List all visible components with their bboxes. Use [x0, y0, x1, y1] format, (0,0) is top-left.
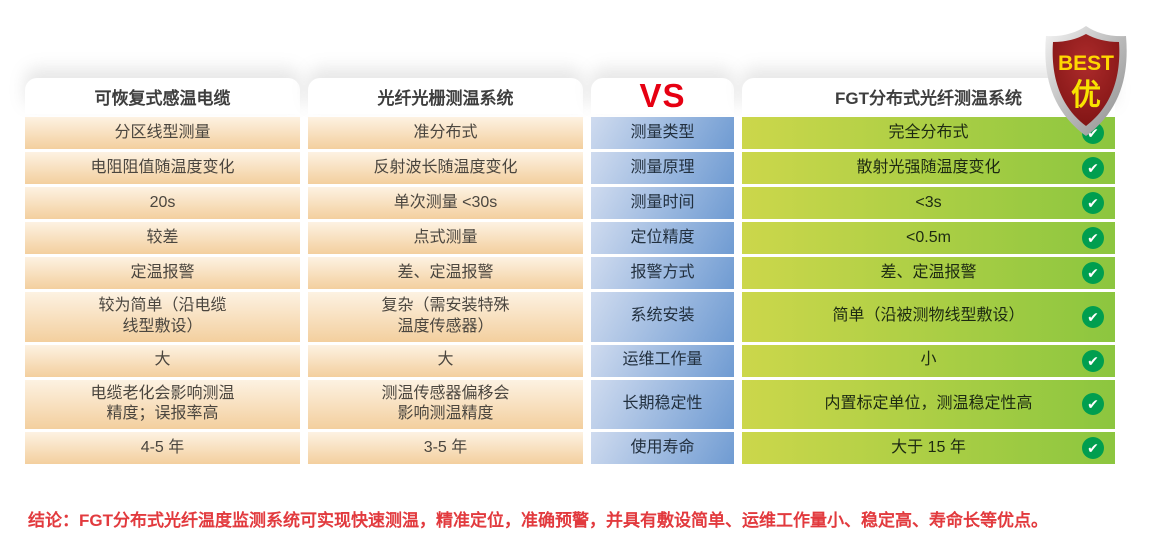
row-6-fgt-value-text: 小 — [920, 351, 937, 369]
row-4-recoverable-cable-value-text: 定温报警 — [130, 263, 195, 281]
header-vs: VS — [591, 77, 734, 114]
row-7-fgt-value-text: 内置标定单位，测温稳定性高 — [824, 394, 1033, 412]
best-badge: BEST 优 — [1045, 26, 1127, 136]
row-5-criterion-label-text: 系统安装 — [630, 307, 695, 325]
row-1-recoverable-cable-value-text: 电阻阻值随温度变化 — [90, 158, 235, 176]
badge-shield — [1052, 34, 1120, 126]
row-8-recoverable-cable-value-text: 4-5 年 — [140, 438, 185, 456]
check-icon: ✔ — [1082, 349, 1104, 372]
row-2-fgt-value: <3s ✔ — [742, 187, 1115, 219]
row-3-fiber-grating-value: 点式测量 — [308, 222, 583, 254]
row-8-criterion-label-text: 使用寿命 — [630, 438, 695, 456]
row-4-fgt-value: 差、定温报警 ✔ — [742, 257, 1115, 289]
row-5-recoverable-cable-value: 较为简单（沿电缆 线型敷设） — [25, 292, 300, 342]
row-1-criterion-label: 测量原理 — [591, 152, 734, 184]
row-0-fgt-value: 完全分布式 ✔ — [742, 117, 1115, 149]
row-1-fiber-grating-value: 反射波长随温度变化 — [308, 152, 583, 184]
row-3-fiber-grating-value-text: 点式测量 — [413, 228, 478, 246]
badge-best-label: BEST — [1058, 52, 1114, 75]
row-0-fgt-value-text: 完全分布式 — [888, 123, 969, 141]
row-5-fgt-value-text: 简单（沿被测物线型敷设） — [832, 307, 1025, 325]
row-8-recoverable-cable-value: 4-5 年 — [25, 432, 300, 465]
row-0-criterion-label-text: 测量类型 — [630, 123, 695, 141]
row-3-fgt-value: <0.5m ✔ — [742, 222, 1115, 254]
conclusion-text: 结论：FGT分布式光纤温度监测系统可实现快速测温，精准定位，准确预警，并具有敷设… — [28, 511, 1048, 530]
row-6-criterion-label-text: 运维工作量 — [622, 351, 703, 369]
row-2-fiber-grating-value: 单次测量 <30s — [308, 187, 583, 219]
row-5-fiber-grating-value-text: 复杂（需安装特殊 温度传感器） — [381, 297, 510, 335]
row-5-fiber-grating-value: 复杂（需安装特殊 温度传感器） — [308, 292, 583, 342]
header-fiber-grating-label: 光纤光栅测温系统 — [377, 88, 514, 108]
row-2-criterion-label: 测量时间 — [591, 187, 734, 219]
row-8-fgt-value-text: 大于 15 年 — [891, 438, 966, 456]
row-1-fiber-grating-value-text: 反射波长随温度变化 — [373, 158, 518, 176]
row-2-criterion-label-text: 测量时间 — [630, 193, 695, 211]
check-icon: ✔ — [1082, 437, 1104, 460]
row-0-fiber-grating-value: 准分布式 — [308, 117, 583, 149]
row-5-criterion-label: 系统安装 — [591, 292, 734, 342]
check-icon: ✔ — [1082, 393, 1104, 416]
row-0-recoverable-cable-value-text: 分区线型测量 — [114, 123, 211, 141]
row-4-fiber-grating-value: 差、定温报警 — [308, 257, 583, 289]
row-1-fgt-value: 散射光强随温度变化 ✔ — [742, 152, 1115, 184]
header-recoverable-cable-label: 可恢复式感温电缆 — [94, 88, 231, 108]
row-7-fiber-grating-value: 测温传感器偏移会 影响测温精度 — [308, 379, 583, 430]
row-7-recoverable-cable-value-text: 电缆老化会影响测温 精度；误报率高 — [90, 384, 235, 423]
header-fgt-system-label: FGT分布式光纤测温系统 — [835, 88, 1022, 108]
row-7-fiber-grating-value-text: 测温传感器偏移会 影响测温精度 — [381, 384, 510, 423]
row-6-recoverable-cable-value-text: 大 — [154, 351, 171, 369]
row-6-fiber-grating-value-text: 大 — [437, 351, 454, 369]
row-6-criterion-label: 运维工作量 — [591, 344, 734, 377]
row-4-fgt-value-text: 差、定温报警 — [880, 263, 977, 281]
row-2-recoverable-cable-value-text: 20s — [149, 193, 176, 211]
row-7-criterion-label: 长期稳定性 — [591, 379, 734, 430]
row-3-fgt-value-text: <0.5m — [906, 228, 951, 246]
check-icon: ✔ — [1082, 157, 1104, 179]
row-3-criterion-label: 定位精度 — [591, 222, 734, 254]
row-4-recoverable-cable-value: 定温报警 — [25, 257, 300, 289]
row-4-criterion-label: 报警方式 — [591, 257, 734, 289]
row-8-fiber-grating-value: 3-5 年 — [308, 432, 583, 465]
row-5-fgt-value: 简单（沿被测物线型敷设） ✔ — [742, 292, 1115, 342]
header-fiber-grating: 光纤光栅测温系统 — [308, 78, 583, 114]
row-8-fgt-value: 大于 15 年 ✔ — [742, 432, 1115, 465]
check-icon: ✔ — [1082, 262, 1104, 284]
check-icon: ✔ — [1082, 192, 1104, 214]
comparison-table: 可恢复式感温电缆 光纤光栅测温系统 VS FGT分布式光纤测温系统 分区线型测量… — [25, 77, 1115, 465]
row-7-criterion-label-text: 长期稳定性 — [622, 394, 703, 412]
row-6-fiber-grating-value: 大 — [308, 344, 583, 377]
check-icon: ✔ — [1082, 227, 1104, 249]
row-3-recoverable-cable-value-text: 较差 — [146, 228, 179, 246]
row-6-fgt-value: 小 ✔ — [742, 344, 1115, 377]
row-3-recoverable-cable-value: 较差 — [25, 222, 300, 254]
row-4-criterion-label-text: 报警方式 — [630, 263, 695, 281]
row-8-criterion-label: 使用寿命 — [591, 432, 734, 465]
row-2-recoverable-cable-value: 20s — [25, 187, 300, 219]
row-3-criterion-label-text: 定位精度 — [630, 228, 695, 246]
row-0-fiber-grating-value-text: 准分布式 — [413, 123, 478, 141]
row-7-fgt-value: 内置标定单位，测温稳定性高 ✔ — [742, 379, 1115, 430]
header-recoverable-cable: 可恢复式感温电缆 — [25, 78, 300, 114]
row-6-recoverable-cable-value: 大 — [25, 344, 300, 377]
row-4-fiber-grating-value-text: 差、定温报警 — [397, 263, 494, 281]
row-8-fiber-grating-value-text: 3-5 年 — [423, 438, 468, 456]
vs-label: VS — [639, 77, 686, 114]
row-1-criterion-label-text: 测量原理 — [630, 158, 695, 176]
row-5-recoverable-cable-value-text: 较为简单（沿电缆 线型敷设） — [98, 297, 227, 335]
row-0-recoverable-cable-value: 分区线型测量 — [25, 117, 300, 149]
badge-you-label: 优 — [1071, 79, 1101, 112]
row-2-fgt-value-text: <3s — [915, 193, 942, 211]
row-1-recoverable-cable-value: 电阻阻值随温度变化 — [25, 152, 300, 184]
row-2-fiber-grating-value-text: 单次测量 <30s — [393, 193, 498, 211]
check-icon: ✔ — [1082, 305, 1104, 328]
row-7-recoverable-cable-value: 电缆老化会影响测温 精度；误报率高 — [25, 379, 300, 430]
row-0-criterion-label: 测量类型 — [591, 117, 734, 149]
row-1-fgt-value-text: 散射光强随温度变化 — [856, 158, 1001, 176]
